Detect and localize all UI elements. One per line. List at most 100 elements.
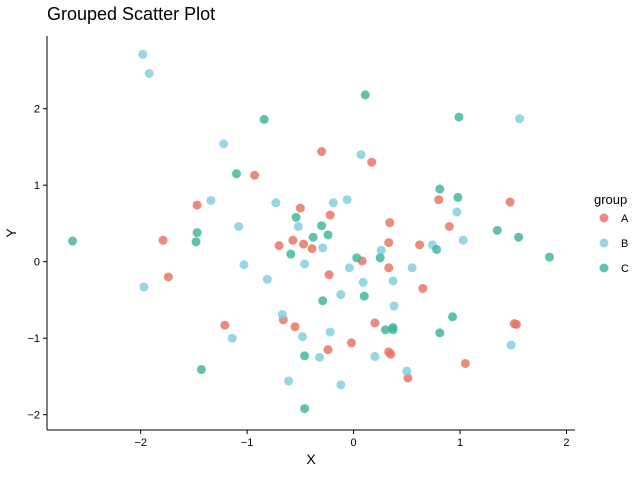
- data-point-a: [418, 283, 428, 293]
- data-point-b: [227, 333, 237, 343]
- data-point-c: [359, 291, 369, 301]
- data-point-c: [317, 221, 327, 231]
- data-point-a: [158, 235, 168, 245]
- data-point-b: [328, 198, 338, 208]
- data-point-a: [403, 373, 413, 383]
- data-point-c: [191, 237, 201, 247]
- data-point-b: [356, 150, 366, 160]
- data-point-a: [460, 358, 470, 368]
- data-point-c: [259, 114, 269, 124]
- data-point-a: [163, 272, 173, 282]
- y-tick-label: −2: [27, 410, 40, 422]
- data-point-c: [381, 325, 391, 335]
- data-point-c: [231, 169, 241, 179]
- data-point-b: [325, 327, 335, 337]
- data-point-b: [376, 245, 386, 255]
- data-point-a: [385, 218, 395, 228]
- data-point-a: [367, 157, 377, 167]
- data-point-a: [290, 322, 300, 332]
- data-point-c: [318, 296, 328, 306]
- x-axis-title: X: [306, 451, 316, 467]
- data-point-c: [286, 249, 296, 259]
- data-point-b: [388, 276, 398, 286]
- data-point-a: [288, 235, 298, 245]
- x-tick-label: −2: [134, 437, 147, 449]
- legend-title: group: [594, 192, 627, 207]
- data-point-b: [284, 376, 294, 386]
- data-point-a: [220, 320, 230, 330]
- data-point-a: [299, 239, 309, 249]
- data-point-b: [344, 263, 354, 273]
- data-point-b: [458, 235, 468, 245]
- data-point-b: [389, 301, 399, 311]
- data-point-b: [407, 263, 417, 273]
- data-point-c: [291, 212, 301, 222]
- data-point-b: [234, 221, 244, 231]
- y-axis-title: Y: [3, 228, 19, 238]
- data-point-a: [444, 221, 454, 231]
- x-tick-label: −1: [241, 437, 254, 449]
- data-point-a: [325, 210, 335, 220]
- data-point-a: [307, 244, 317, 254]
- data-point-b: [239, 260, 249, 270]
- data-point-a: [370, 318, 380, 328]
- data-point-b: [139, 282, 149, 292]
- data-point-c: [300, 404, 310, 414]
- data-point-c: [308, 232, 318, 242]
- data-point-a: [295, 203, 305, 213]
- chart-title: Grouped Scatter Plot: [47, 4, 216, 24]
- data-point-c: [453, 192, 463, 202]
- data-point-b: [452, 207, 462, 217]
- legend-marker-c: [599, 263, 609, 273]
- y-tick-label: 2: [34, 104, 40, 116]
- data-point-a: [511, 319, 521, 329]
- data-point-c: [435, 328, 445, 338]
- data-point-c: [375, 253, 385, 263]
- data-point-b: [515, 114, 525, 124]
- data-point-c: [514, 232, 524, 242]
- data-point-a: [192, 200, 202, 210]
- data-point-c: [432, 244, 442, 254]
- data-point-b: [358, 277, 368, 287]
- data-point-c: [196, 365, 206, 375]
- data-point-a: [384, 263, 394, 273]
- data-point-c: [300, 351, 310, 361]
- data-point-b: [297, 332, 307, 342]
- x-tick-label: 0: [351, 437, 357, 449]
- data-point-a: [250, 170, 260, 180]
- data-point-b: [336, 290, 346, 300]
- data-point-a: [317, 147, 327, 157]
- x-tick-label: 1: [457, 437, 463, 449]
- data-point-b: [318, 243, 328, 253]
- data-point-b: [144, 68, 154, 78]
- data-point-a: [434, 195, 444, 205]
- data-point-c: [68, 236, 78, 246]
- data-point-a: [415, 240, 425, 250]
- data-point-b: [336, 380, 346, 390]
- y-tick-label: −1: [27, 333, 40, 345]
- y-tick-label: 0: [34, 257, 40, 269]
- y-tick-label: 1: [34, 180, 40, 192]
- legend-label-c: C: [621, 263, 629, 275]
- data-point-a: [386, 349, 396, 359]
- data-point-b: [271, 198, 281, 208]
- data-point-b: [300, 259, 310, 269]
- data-point-c: [388, 325, 398, 335]
- legend-marker-a: [599, 213, 609, 223]
- data-point-b: [293, 221, 303, 231]
- data-point-b: [402, 366, 412, 376]
- data-point-c: [352, 253, 362, 263]
- legend-label-a: A: [621, 213, 629, 225]
- data-point-c: [544, 252, 554, 262]
- data-point-a: [274, 241, 284, 251]
- data-point-c: [435, 184, 445, 194]
- data-point-b: [315, 352, 325, 362]
- legend-marker-b: [599, 238, 609, 248]
- data-point-c: [192, 228, 202, 238]
- data-point-b: [138, 49, 148, 59]
- legend-label-b: B: [621, 238, 628, 250]
- data-point-a: [323, 345, 333, 355]
- data-point-a: [384, 238, 394, 248]
